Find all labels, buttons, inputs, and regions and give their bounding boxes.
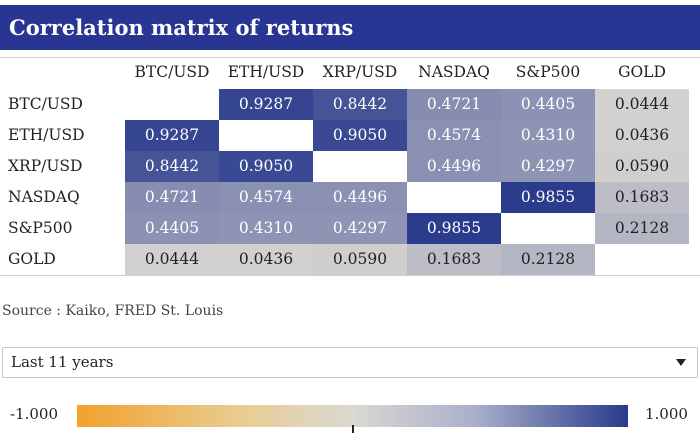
heatmap-cell: 0.0436 xyxy=(595,120,689,151)
heatmap-cell-diagonal xyxy=(407,182,501,213)
heatmap-cell: 0.0444 xyxy=(595,89,689,120)
color-scale-bar xyxy=(77,405,628,427)
heatmap-cell: 0.9050 xyxy=(313,120,407,151)
heatmap-cell: 0.4310 xyxy=(501,120,595,151)
source-note: Source : Kaiko, FRED St. Louis xyxy=(2,303,224,319)
heatmap-cell: 0.4297 xyxy=(501,151,595,182)
heatmap-cell: 0.9050 xyxy=(219,151,313,182)
heatmap-cell: 0.4721 xyxy=(407,89,501,120)
heatmap-cell: 0.8442 xyxy=(313,89,407,120)
heatmap-cell-diagonal xyxy=(125,89,219,120)
heatmap-cell: 0.4496 xyxy=(407,151,501,182)
heatmap-cell: 0.4721 xyxy=(125,182,219,213)
column-header: ETH/USD xyxy=(227,63,305,81)
column-header: XRP/USD xyxy=(322,63,398,81)
color-scale-max-label: 1.000 xyxy=(645,405,688,423)
heatmap-cell-diagonal xyxy=(313,151,407,182)
row-header: NASDAQ xyxy=(8,188,80,206)
row-header: GOLD xyxy=(8,250,56,268)
heatmap-cell: 0.2128 xyxy=(501,244,595,275)
matrix-bottom-rule xyxy=(0,275,700,276)
heatmap-cell: 0.9287 xyxy=(219,89,313,120)
heatmap-cell: 0.9855 xyxy=(501,182,595,213)
heatmap-cell-diagonal xyxy=(501,213,595,244)
color-scale-min-label: -1.000 xyxy=(10,405,59,423)
column-header: S&P500 xyxy=(515,63,581,81)
row-header: XRP/USD xyxy=(8,157,83,175)
heatmap-cell-diagonal xyxy=(219,120,313,151)
heatmap-cell: 0.4405 xyxy=(501,89,595,120)
heatmap-cell: 0.4310 xyxy=(219,213,313,244)
period-select-value: Last 11 years xyxy=(11,353,114,371)
heatmap-cell: 0.4574 xyxy=(219,182,313,213)
heatmap-cell: 0.2128 xyxy=(595,213,689,244)
chevron-down-icon xyxy=(676,359,686,366)
matrix-top-rule xyxy=(0,57,700,58)
heatmap-cell: 0.1683 xyxy=(407,244,501,275)
heatmap-cell: 0.4574 xyxy=(407,120,501,151)
heatmap-cell: 0.0590 xyxy=(595,151,689,182)
heatmap-cell: 0.9287 xyxy=(125,120,219,151)
heatmap-cell: 0.4496 xyxy=(313,182,407,213)
heatmap-cell-diagonal xyxy=(595,244,689,275)
heatmap-cell: 0.1683 xyxy=(595,182,689,213)
chart-title: Correlation matrix of returns xyxy=(0,5,700,50)
column-header: NASDAQ xyxy=(418,63,490,81)
column-header: BTC/USD xyxy=(134,63,210,81)
color-scale-midpoint-tick xyxy=(352,425,354,433)
period-select[interactable]: Last 11 years xyxy=(2,347,698,378)
heatmap-cell: 0.4297 xyxy=(313,213,407,244)
heatmap-cell: 0.4405 xyxy=(125,213,219,244)
column-header: GOLD xyxy=(618,63,666,81)
heatmap-cell: 0.8442 xyxy=(125,151,219,182)
heatmap-cell: 0.0444 xyxy=(125,244,219,275)
row-header: BTC/USD xyxy=(8,95,83,113)
heatmap-cell: 0.9855 xyxy=(407,213,501,244)
heatmap-cell: 0.0436 xyxy=(219,244,313,275)
heatmap-cell: 0.0590 xyxy=(313,244,407,275)
row-header: ETH/USD xyxy=(8,126,85,144)
row-header: S&P500 xyxy=(8,219,73,237)
